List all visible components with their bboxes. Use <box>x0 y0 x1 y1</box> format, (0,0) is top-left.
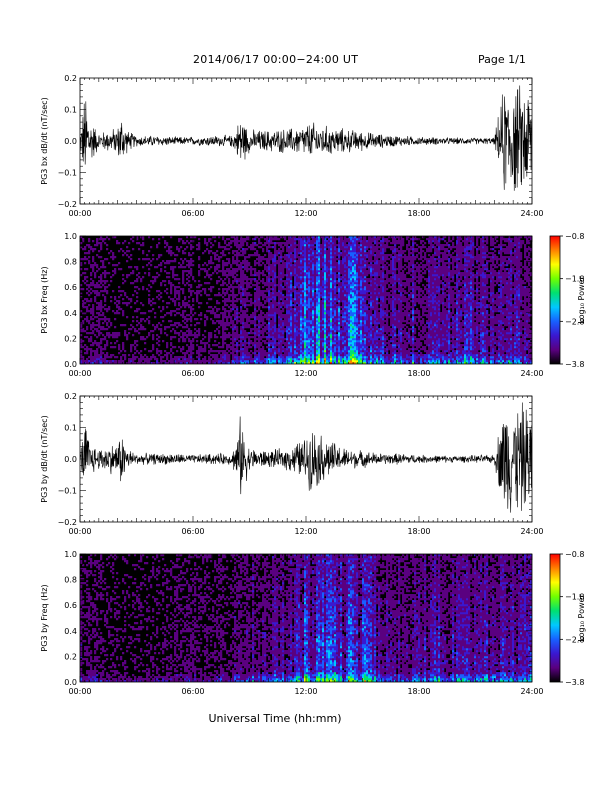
page-number: Page 1/1 <box>478 53 526 66</box>
y-axis-label: PG3 bx Freq (Hz) <box>40 266 49 333</box>
x-tick-label: 12:00 <box>294 369 317 378</box>
y-tick-label: 0.0 <box>64 455 77 464</box>
x-axis-label: Universal Time (hh:mm) <box>209 712 342 725</box>
page-title: 2014/06/17 00:00−24:00 UT <box>193 53 358 66</box>
x-tick-label: 18:00 <box>407 209 430 218</box>
x-tick-label: 06:00 <box>181 209 204 218</box>
x-tick-label: 18:00 <box>407 527 430 536</box>
spectrogram-image <box>80 554 532 682</box>
colorbar <box>549 235 561 365</box>
x-tick-label: 00:00 <box>68 369 91 378</box>
y-tick-label: 0.8 <box>64 258 77 267</box>
y-tick-label: 1.0 <box>64 550 77 559</box>
colorbar-tick-label: −1.8 <box>565 593 584 602</box>
dbdt-trace <box>80 402 532 513</box>
y-axis-label: PG3 bx dB/dt (nT/sec) <box>40 97 49 184</box>
colorbar <box>549 553 561 683</box>
x-tick-label: 12:00 <box>294 209 317 218</box>
y-tick-label: 0.2 <box>64 334 77 343</box>
y-tick-label: 0.1 <box>64 424 77 433</box>
y-tick-label: 0.8 <box>64 576 77 585</box>
y-tick-label: 0.2 <box>64 74 77 83</box>
x-tick-label: 24:00 <box>520 369 543 378</box>
x-tick-label: 12:00 <box>294 527 317 536</box>
y-tick-label: 0.4 <box>64 309 77 318</box>
y-tick-label: 0.6 <box>64 601 77 610</box>
y-axis-label: PG3 by dB/dt (nT/sec) <box>40 415 49 502</box>
y-tick-label: −0.1 <box>58 169 77 178</box>
y-tick-label: 0.0 <box>64 678 77 687</box>
colorbar-tick-label: −0.8 <box>565 550 584 559</box>
y-tick-label: 1.0 <box>64 232 77 241</box>
x-tick-label: 06:00 <box>181 687 204 696</box>
bx-spectrogram-panel: −0.8 −1.8 −2.8 −3.8 Log₁₀ Power 00:00 06:00 12:… <box>40 232 586 378</box>
y-tick-label: 0.2 <box>64 652 77 661</box>
colorbar-label: Log₁₀ Power <box>577 594 586 642</box>
colorbar-tick-label: −3.8 <box>565 360 584 369</box>
colorbar-tick-label: −3.8 <box>565 678 584 687</box>
colorbar-tick-label: −0.8 <box>565 232 584 241</box>
y-tick-label: −0.2 <box>58 518 77 527</box>
bx-dbdt-panel: 00:00 06:00 12:00 18:00 24:00 −0.2 −0.1 0.0 0.1 0… <box>40 74 544 218</box>
by-spectrogram-panel: −0.8 −1.8 −2.8 −3.8 Log₁₀ Power 00:00 06:00 12:… <box>40 550 586 696</box>
x-tick-label: 06:00 <box>181 527 204 536</box>
x-tick-label: 00:00 <box>68 209 91 218</box>
y-tick-label: 0.0 <box>64 137 77 146</box>
x-tick-label: 24:00 <box>520 687 543 696</box>
x-tick-label: 18:00 <box>407 369 430 378</box>
y-tick-label: 0.4 <box>64 627 77 636</box>
x-tick-label: 06:00 <box>181 369 204 378</box>
colorbar-tick-label: −1.8 <box>565 275 584 284</box>
y-tick-label: −0.2 <box>58 200 77 209</box>
y-tick-label: 0.0 <box>64 360 77 369</box>
y-tick-label: 0.2 <box>64 392 77 401</box>
x-tick-label: 12:00 <box>294 687 317 696</box>
colorbar-label: Log₁₀ Power <box>577 276 586 324</box>
colorbar-tick-label: −2.8 <box>565 635 584 644</box>
spectrogram-image <box>80 236 532 364</box>
x-tick-label: 00:00 <box>68 687 91 696</box>
y-tick-label: 0.6 <box>64 283 77 292</box>
y-axis-label: PG3 by Freq (Hz) <box>40 584 49 651</box>
by-dbdt-panel: 00:00 06:00 12:00 18:00 24:00 −0.2 −0.1 0.0 0.1 0… <box>40 392 544 536</box>
x-tick-label: 24:00 <box>520 209 543 218</box>
x-tick-label: 24:00 <box>520 527 543 536</box>
x-tick-label: 00:00 <box>68 527 91 536</box>
y-tick-label: −0.1 <box>58 487 77 496</box>
x-tick-label: 18:00 <box>407 687 430 696</box>
dbdt-trace <box>80 85 532 191</box>
colorbar-tick-label: −2.8 <box>565 317 584 326</box>
y-tick-label: 0.1 <box>64 106 77 115</box>
